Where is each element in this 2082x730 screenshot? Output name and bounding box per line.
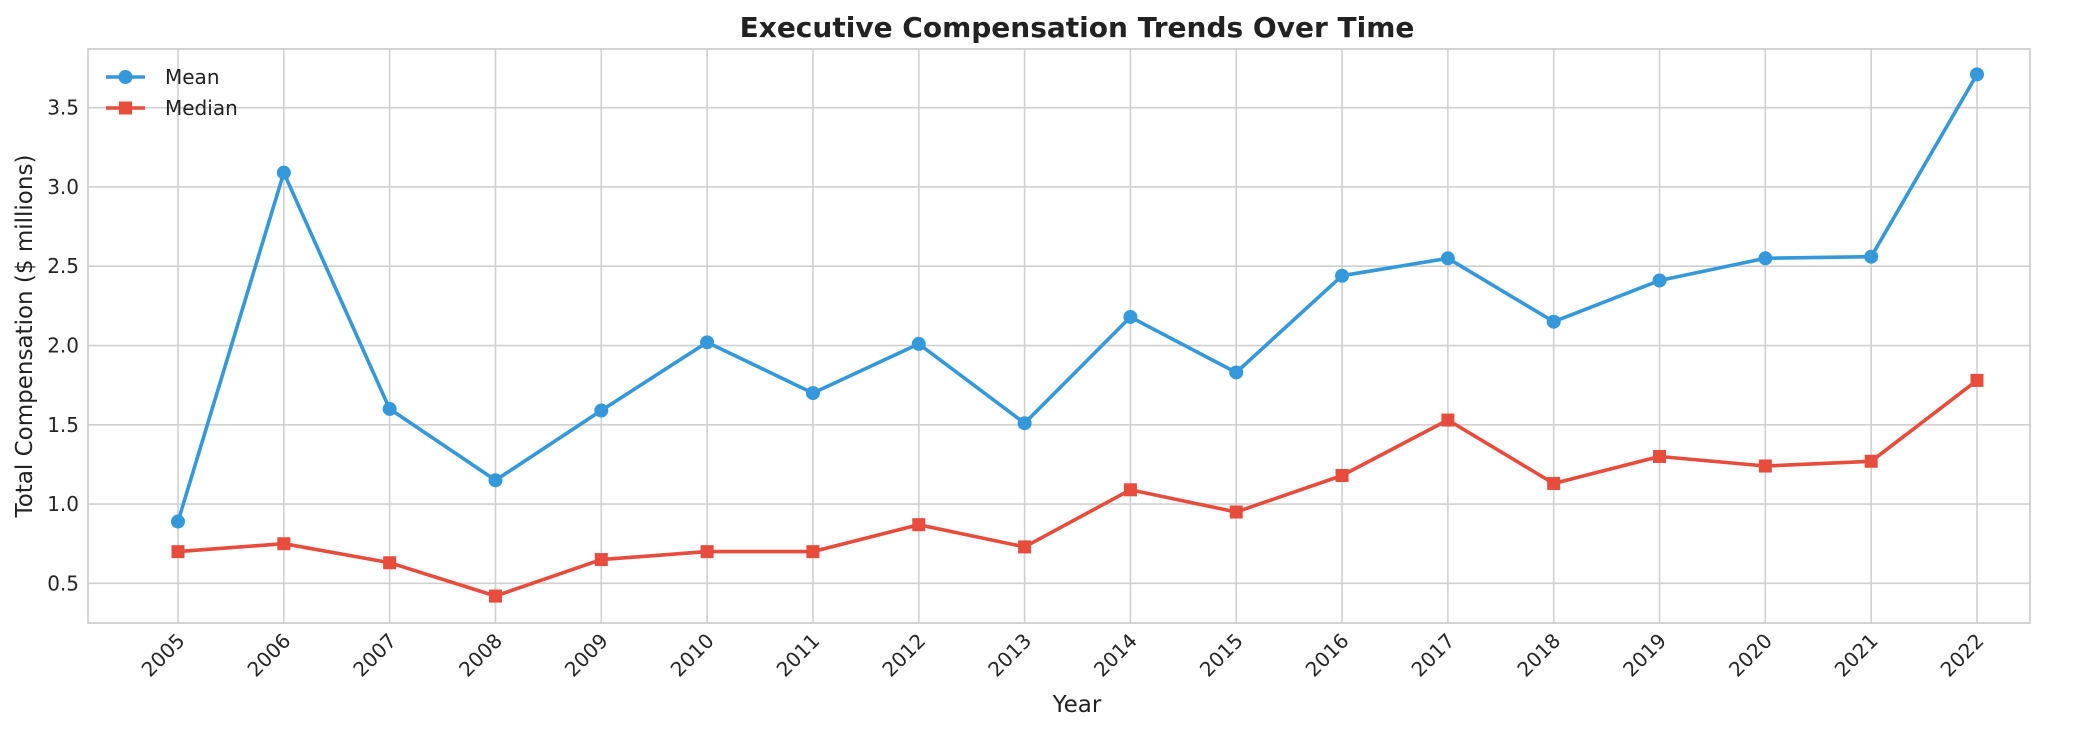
data-point-mean (1546, 314, 1561, 329)
y-tick-label: 3.5 (47, 96, 79, 120)
data-point-mean (1229, 365, 1244, 380)
data-point-median (1547, 476, 1561, 490)
data-point-median (1229, 505, 1243, 519)
data-point-mean (1970, 67, 1984, 82)
y-tick-label: 2.0 (47, 334, 79, 358)
data-point-median (806, 545, 820, 559)
legend-marker (118, 70, 133, 84)
data-point-median (1864, 454, 1878, 468)
y-tick-label: 0.5 (47, 571, 79, 595)
data-point-mean (488, 473, 503, 488)
data-point-median (488, 589, 502, 603)
data-point-median (1970, 373, 1984, 387)
data-point-mean (1123, 309, 1138, 324)
data-point-mean (1758, 251, 1773, 266)
data-point-median (383, 556, 397, 570)
data-point-median (277, 537, 291, 551)
series-mean (171, 67, 1984, 529)
y-tick-label: 3.0 (47, 175, 79, 199)
data-point-mean (1440, 251, 1455, 266)
grid (88, 49, 2030, 623)
plot-frame (87, 48, 2031, 624)
y-tick-label: 2.5 (47, 254, 79, 278)
data-point-median (1018, 540, 1032, 554)
x-axis-label: Year (1052, 692, 1102, 718)
data-point-mean (700, 335, 715, 350)
legend-label: Median (165, 96, 238, 120)
data-point-mean (1652, 273, 1667, 288)
data-point-median (1758, 459, 1772, 473)
data-point-mean (1017, 416, 1032, 431)
data-point-mean (1864, 249, 1879, 264)
legend-label: Mean (165, 65, 220, 89)
chart-title: Executive Compensation Trends Over Time (740, 11, 1415, 44)
y-tick-label: 1.0 (47, 492, 79, 516)
data-point-median (1441, 413, 1455, 427)
y-axis-label: Total Compensation ($ millions) (12, 155, 38, 519)
legend-item-mean: Mean (106, 65, 220, 89)
series-line-mean (176, 72, 1979, 524)
data-point-median (594, 553, 608, 567)
y-tick-labels: 0.5 1.0 1.5 2.0 2.5 3.0 3.5 (47, 96, 79, 596)
series-line-median (176, 378, 1979, 598)
data-point-median (912, 518, 926, 532)
data-point-median (700, 545, 714, 559)
data-point-mean (911, 336, 926, 351)
y-tick-label: 1.5 (47, 413, 79, 437)
data-point-mean (1335, 268, 1350, 283)
data-point-mean (594, 403, 609, 418)
data-point-mean (805, 386, 820, 401)
legend: Mean Median (106, 65, 238, 120)
data-point-mean (276, 165, 291, 180)
data-point-median (1335, 469, 1349, 483)
legend-marker (119, 101, 132, 115)
legend-item-median: Median (106, 96, 238, 120)
data-point-median (1123, 483, 1137, 497)
series-layer (171, 67, 1984, 603)
series-median (171, 373, 1984, 603)
data-point-median (1653, 450, 1667, 464)
data-point-mean (382, 401, 397, 416)
data-point-mean (171, 514, 185, 529)
data-point-median (171, 545, 185, 559)
